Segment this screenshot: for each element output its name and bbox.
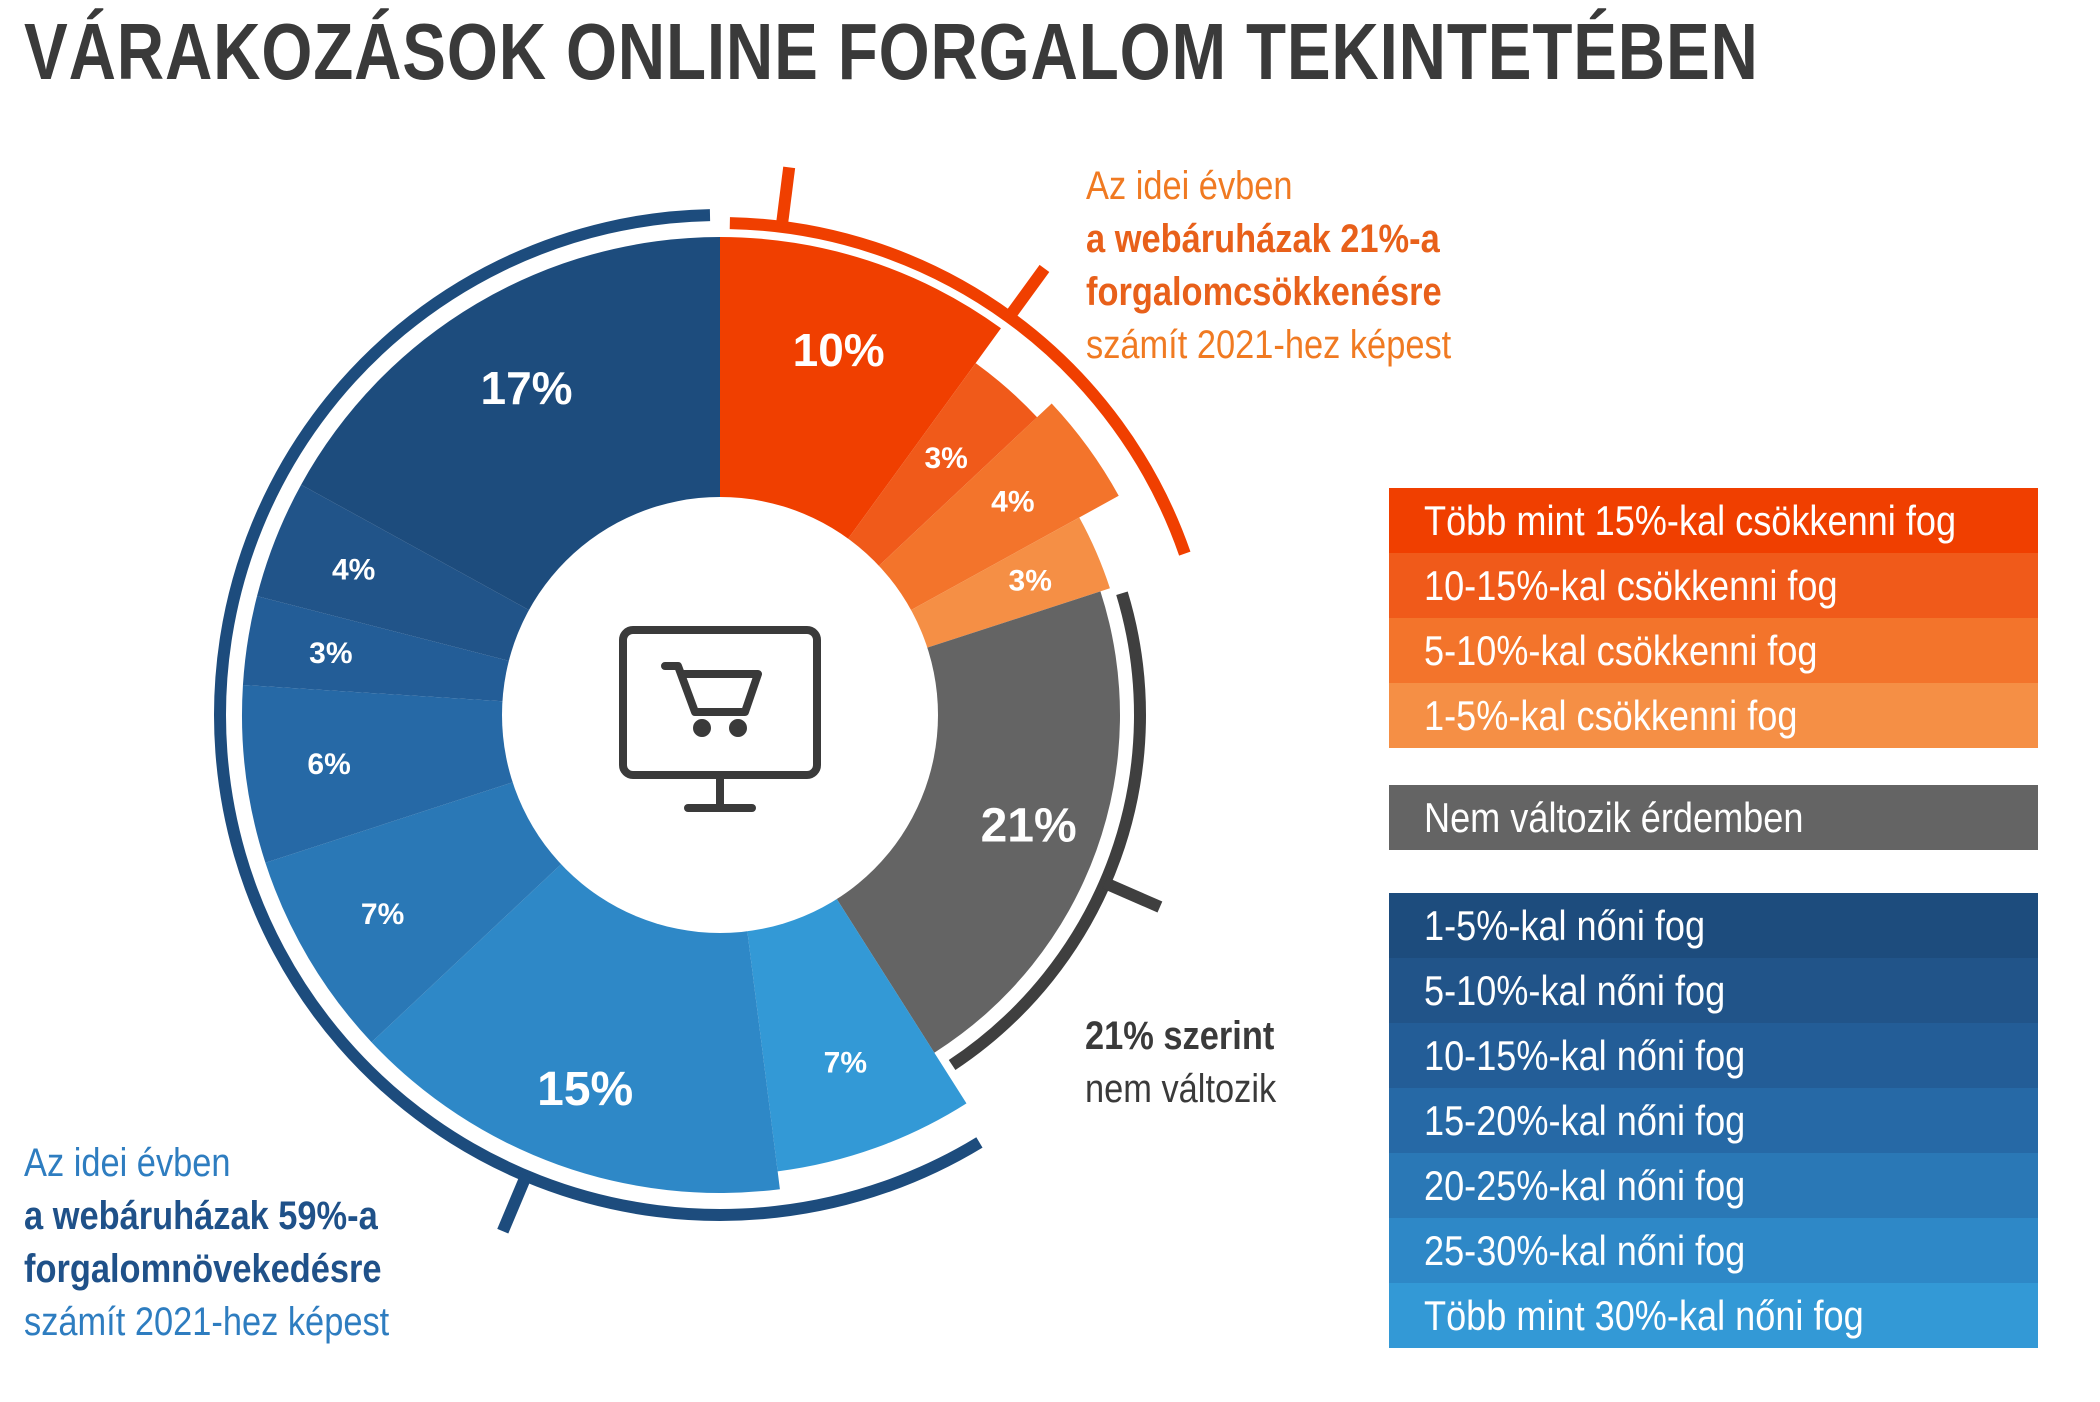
slices-layer — [241, 236, 1120, 1193]
slice-5 — [747, 897, 967, 1172]
legend-item-label: 5-10%-kal nőni fog — [1424, 967, 1726, 1014]
slice-label-7: 7% — [361, 898, 404, 931]
slice-label-9: 3% — [309, 637, 352, 670]
callout-decrease-line2: számít 2021-hez képest — [1086, 323, 1452, 367]
legend-item-label: 10-15%-kal csökkenni fog — [1424, 562, 1838, 609]
computer-shopping-cart-icon — [619, 626, 821, 812]
legend-item-label: 20-25%-kal nőni fog — [1424, 1162, 1746, 1209]
slice-4 — [835, 591, 1120, 1053]
slice-8 — [241, 684, 515, 863]
group-arc-increase — [214, 209, 983, 1221]
slice-2 — [877, 403, 1119, 611]
callout-increase-line2: számít 2021-hez képest — [24, 1300, 390, 1344]
callout-decrease-line1: Az idei évben — [1086, 164, 1293, 208]
callout-decrease-bold2: forgalomcsökkenésre — [1086, 270, 1442, 314]
legend-item-increase-5: 25-30%-kal nőni fog — [1389, 1218, 2038, 1283]
legend-item-increase-1: 5-10%-kal nőni fog — [1389, 958, 2038, 1023]
callout-increase: Az idei évben a webáruházak 59%-a forgal… — [24, 1137, 389, 1349]
group-arcs-layer — [214, 166, 1191, 1234]
legend-item-label: Nem változik érdemben — [1424, 794, 1804, 841]
group-tick-neutral-0 — [1102, 877, 1163, 913]
legend-item-decrease-0: Több mint 15%-kal csökkenni fog — [1389, 488, 2038, 553]
legend-item-increase-0: 1-5%-kal nőni fog — [1389, 893, 2038, 958]
legend-item-increase-3: 15-20%-kal nőni fog — [1389, 1088, 2038, 1153]
legend-item-label: 1-5%-kal nőni fog — [1424, 902, 1706, 949]
callout-decrease-bold1: a webáruházak 21%-a — [1086, 217, 1440, 261]
slice-1 — [846, 363, 1038, 568]
callout-increase-bold1: a webáruházak 59%-a — [24, 1194, 378, 1238]
slice-label-8: 6% — [307, 748, 350, 781]
slice-label-6: 15% — [537, 1063, 633, 1116]
slice-3 — [909, 517, 1110, 649]
slice-label-1: 3% — [924, 442, 967, 475]
callout-neutral-line1: nem változik — [1085, 1067, 1277, 1111]
group-arc-neutral — [948, 591, 1146, 1071]
group-arc-decrease — [729, 217, 1191, 556]
slice-label-10: 4% — [332, 553, 375, 586]
legend-item-label: 5-10%-kal csökkenni fog — [1424, 627, 1818, 674]
slice-label-11: 17% — [481, 362, 573, 414]
legend-item-label: Több mint 30%-kal nőni fog — [1424, 1292, 1864, 1339]
slice-label-0: 10% — [793, 324, 885, 376]
slice-7 — [265, 781, 563, 1043]
group-tick-decrease-0 — [775, 166, 796, 228]
legend-item-label: 15-20%-kal nőni fog — [1424, 1097, 1746, 1144]
legend-item-label: 25-30%-kal nőni fog — [1424, 1227, 1746, 1274]
slice-label-5: 7% — [824, 1047, 867, 1080]
slice-9 — [242, 596, 511, 702]
legend-decrease: Több mint 15%-kal csökkenni fog 10-15%-ka… — [1389, 488, 2038, 748]
slice-label-2: 4% — [991, 486, 1034, 519]
group-tick-increase-0 — [497, 1173, 532, 1234]
legend-item-increase-6: Több mint 30%-kal nőni fog — [1389, 1283, 2038, 1348]
legend-neutral: Nem változik érdemben — [1389, 785, 2038, 850]
callout-increase-line1: Az idei évben — [24, 1141, 231, 1185]
slice-6 — [371, 862, 780, 1193]
legend-item-increase-4: 20-25%-kal nőni fog — [1389, 1153, 2038, 1218]
slice-11 — [301, 236, 720, 611]
legend-item-label: Több mint 15%-kal csökkenni fog — [1424, 497, 1957, 544]
slice-10 — [257, 484, 531, 662]
legend-item-increase-2: 10-15%-kal nőni fog — [1389, 1023, 2038, 1088]
slice-label-3: 3% — [1009, 564, 1052, 597]
legend-increase: 1-5%-kal nőni fog 5-10%-kal nőni fog 10-15… — [1389, 893, 2038, 1348]
legend-item-decrease-1: 10-15%-kal csökkenni fog — [1389, 553, 2038, 618]
slice-labels-layer: 10% 3% 4% 3% 21% 7% 15% 7% 6% 3% 4% 17% — [307, 324, 1076, 1116]
callout-decrease: Az idei évben a webáruházak 21%-a forgal… — [1086, 160, 1451, 372]
slice-0 — [720, 237, 1001, 541]
legend-item-label: 1-5%-kal csökkenni fog — [1424, 692, 1798, 739]
slice-label-4: 21% — [981, 800, 1077, 853]
callout-neutral: 21% szerint nem változik — [1085, 1010, 1276, 1116]
legend-item-label: 10-15%-kal nőni fog — [1424, 1032, 1746, 1079]
legend-item-neutral-0: Nem változik érdemben — [1389, 785, 2038, 850]
legend-item-decrease-2: 5-10%-kal csökkenni fog — [1389, 618, 2038, 683]
callout-neutral-bold1: 21% szerint — [1085, 1014, 1275, 1058]
page-title: VÁRAKOZÁSOK ONLINE FORGALOM TEKINTETÉBEN — [24, 7, 1759, 96]
callout-increase-bold2: forgalomnövekedésre — [24, 1247, 382, 1291]
group-tick-decrease-1 — [1004, 264, 1050, 321]
legend-item-decrease-3: 1-5%-kal csökkenni fog — [1389, 683, 2038, 748]
